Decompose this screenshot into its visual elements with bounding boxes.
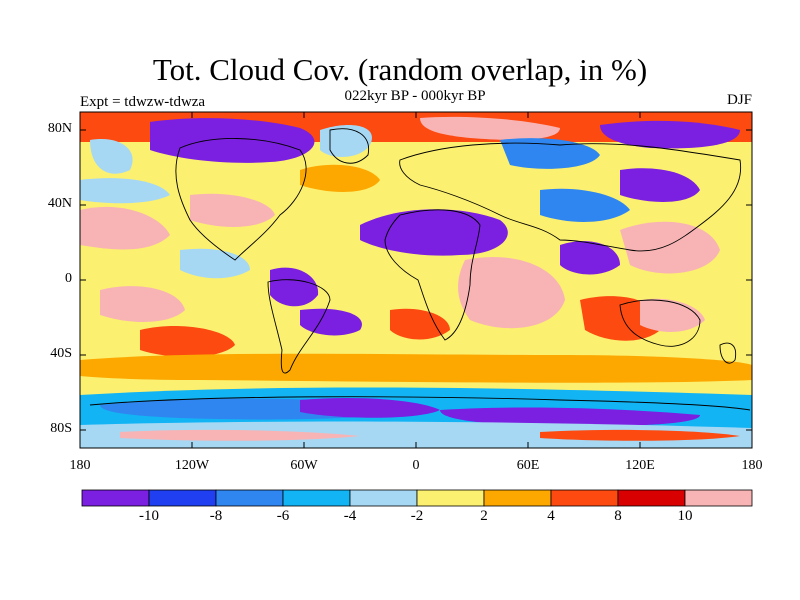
colorbar-label: -8 bbox=[209, 508, 223, 524]
lon-tick-label: 0 bbox=[412, 458, 420, 473]
lon-tick-label: 180 bbox=[69, 458, 91, 473]
colorbar-swatch bbox=[416, 489, 485, 507]
colorbar-label: -6 bbox=[276, 508, 290, 524]
colorbar-swatch bbox=[282, 489, 351, 507]
lon-tick-label: 120E bbox=[625, 458, 655, 473]
experiment-label: Expt = tdwzw-tdwza bbox=[80, 94, 206, 110]
colorbar bbox=[81, 489, 753, 507]
colorbar-swatch bbox=[81, 489, 150, 507]
map-subtitle: 022kyr BP - 000kyr BP bbox=[344, 88, 486, 104]
colorbar-label: 4 bbox=[547, 508, 555, 524]
colorbar-swatch bbox=[684, 489, 753, 507]
axis-ticks bbox=[79, 112, 753, 448]
lon-tick-label: 60W bbox=[290, 458, 318, 473]
colorbar-label: 2 bbox=[480, 508, 488, 524]
colorbar-label: 8 bbox=[614, 508, 622, 524]
lat-tick-label: 80N bbox=[47, 121, 72, 136]
cloud-cover-field bbox=[80, 112, 752, 448]
colorbar-label: 10 bbox=[677, 508, 693, 524]
map-title: Tot. Cloud Cov. (random overlap, in %) bbox=[152, 52, 648, 87]
colorbar-swatch bbox=[617, 489, 686, 507]
lat-tick-label: 80S bbox=[50, 421, 72, 436]
colorbar-swatch bbox=[215, 489, 284, 507]
colorbar-swatch bbox=[483, 489, 552, 507]
lon-tick-label: 120W bbox=[174, 458, 210, 473]
colorbar-swatch bbox=[349, 489, 418, 507]
colorbar-label: -2 bbox=[410, 508, 424, 524]
season-label: DJF bbox=[726, 92, 752, 108]
lat-tick-label: 40N bbox=[47, 196, 72, 211]
lat-tick-label: 0 bbox=[65, 271, 72, 286]
colorbar-swatch bbox=[550, 489, 619, 507]
lat-tick-label: 40S bbox=[50, 346, 72, 361]
coastlines bbox=[89, 128, 751, 411]
lon-tick-label: 180 bbox=[741, 458, 763, 473]
colorbar-label: -10 bbox=[139, 508, 159, 524]
colorbar-label: -4 bbox=[343, 508, 357, 524]
lon-tick-label: 60E bbox=[516, 458, 540, 473]
colorbar-swatch bbox=[148, 489, 217, 507]
